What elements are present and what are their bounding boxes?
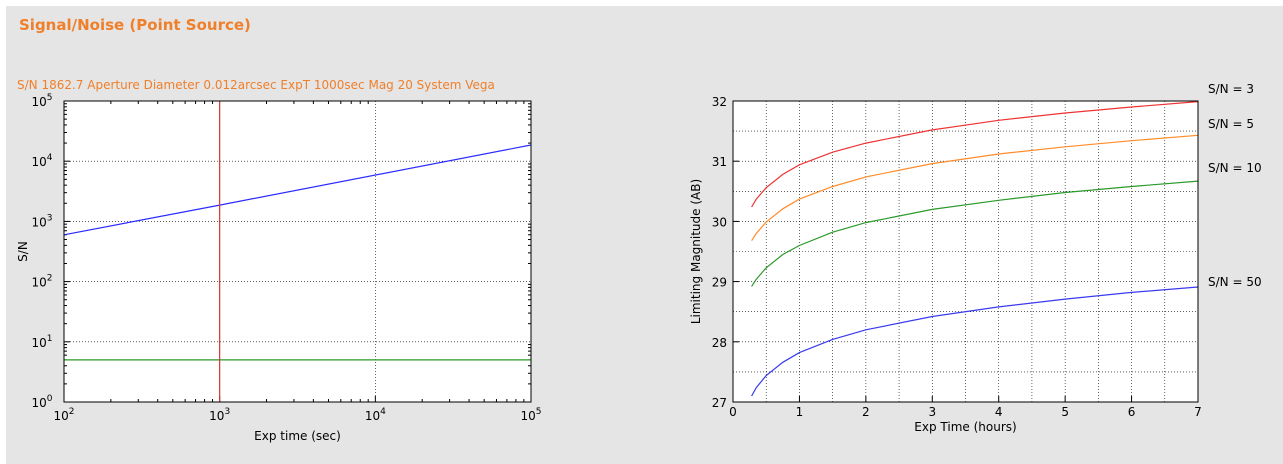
x-tick-label: 2 bbox=[862, 405, 870, 419]
x-tick-label: 6 bbox=[1128, 405, 1136, 419]
series-line-2 bbox=[751, 180, 1199, 287]
y-tick-label: 32 bbox=[712, 95, 727, 109]
series-line-3 bbox=[751, 286, 1199, 397]
x-tick-label: 0 bbox=[729, 405, 737, 419]
x-tick-label: 104 bbox=[365, 407, 386, 423]
series-label: S/N = 10 bbox=[1208, 161, 1262, 175]
x-tick-label: 4 bbox=[995, 405, 1003, 419]
x-axis-label: Exp time (sec) bbox=[254, 429, 341, 443]
y-tick-label: 100 bbox=[31, 394, 52, 410]
x-tick-label: 3 bbox=[928, 405, 936, 419]
plot-frame bbox=[732, 100, 1199, 403]
x-axis-label: Exp Time (hours) bbox=[914, 420, 1016, 434]
x-tick-label: 102 bbox=[53, 407, 74, 423]
y-tick-label: 27 bbox=[712, 396, 727, 410]
y-axis-label: Limiting Magnitude (AB) bbox=[689, 179, 703, 324]
x-tick-label: 103 bbox=[209, 407, 230, 423]
y-tick-label: 29 bbox=[712, 276, 727, 290]
panel-title: Signal/Noise (Point Source) bbox=[19, 16, 251, 34]
y-tick-label: 105 bbox=[31, 93, 52, 109]
series-line-1 bbox=[751, 134, 1199, 242]
plot-area bbox=[64, 101, 531, 402]
x-tick-label: 7 bbox=[1194, 405, 1202, 419]
y-axis-label: S/N bbox=[16, 241, 30, 262]
y-tick-label: 28 bbox=[712, 336, 727, 350]
y-tick-label: 101 bbox=[31, 334, 52, 350]
x-tick-label: 1 bbox=[796, 405, 804, 419]
y-tick-label: 30 bbox=[712, 215, 727, 229]
y-tick-label: 103 bbox=[31, 213, 52, 229]
series-label: S/N = 50 bbox=[1208, 275, 1262, 289]
series-line-0 bbox=[751, 101, 1199, 208]
series-label: S/N = 3 bbox=[1208, 82, 1254, 96]
y-tick-label: 104 bbox=[31, 153, 52, 169]
series-label: S/N = 5 bbox=[1208, 117, 1254, 131]
sn-summary: S/N 1862.7 Aperture Diameter 0.012arcsec… bbox=[17, 78, 495, 92]
x-tick-label: 105 bbox=[520, 407, 541, 423]
plot-frame bbox=[63, 100, 532, 403]
y-tick-label: 102 bbox=[31, 274, 52, 290]
y-tick-label: 31 bbox=[712, 155, 727, 169]
x-tick-label: 5 bbox=[1061, 405, 1069, 419]
